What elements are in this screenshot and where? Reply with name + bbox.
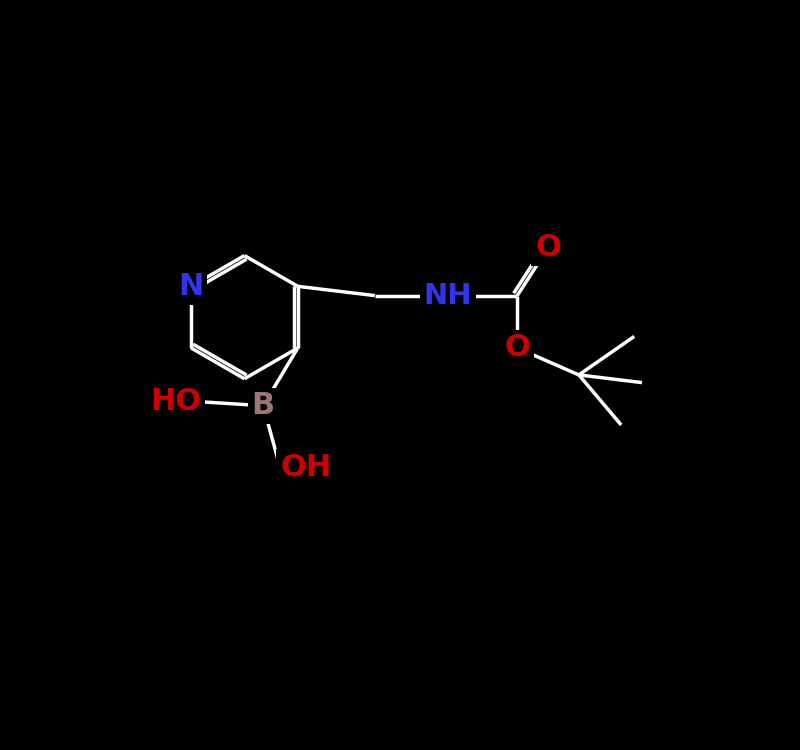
Text: O: O — [504, 334, 530, 362]
Text: N: N — [178, 272, 204, 301]
Text: HO: HO — [150, 387, 202, 416]
Text: OH: OH — [280, 453, 331, 482]
Text: O: O — [535, 233, 561, 262]
Text: B: B — [251, 392, 274, 420]
Text: NH: NH — [424, 281, 472, 310]
